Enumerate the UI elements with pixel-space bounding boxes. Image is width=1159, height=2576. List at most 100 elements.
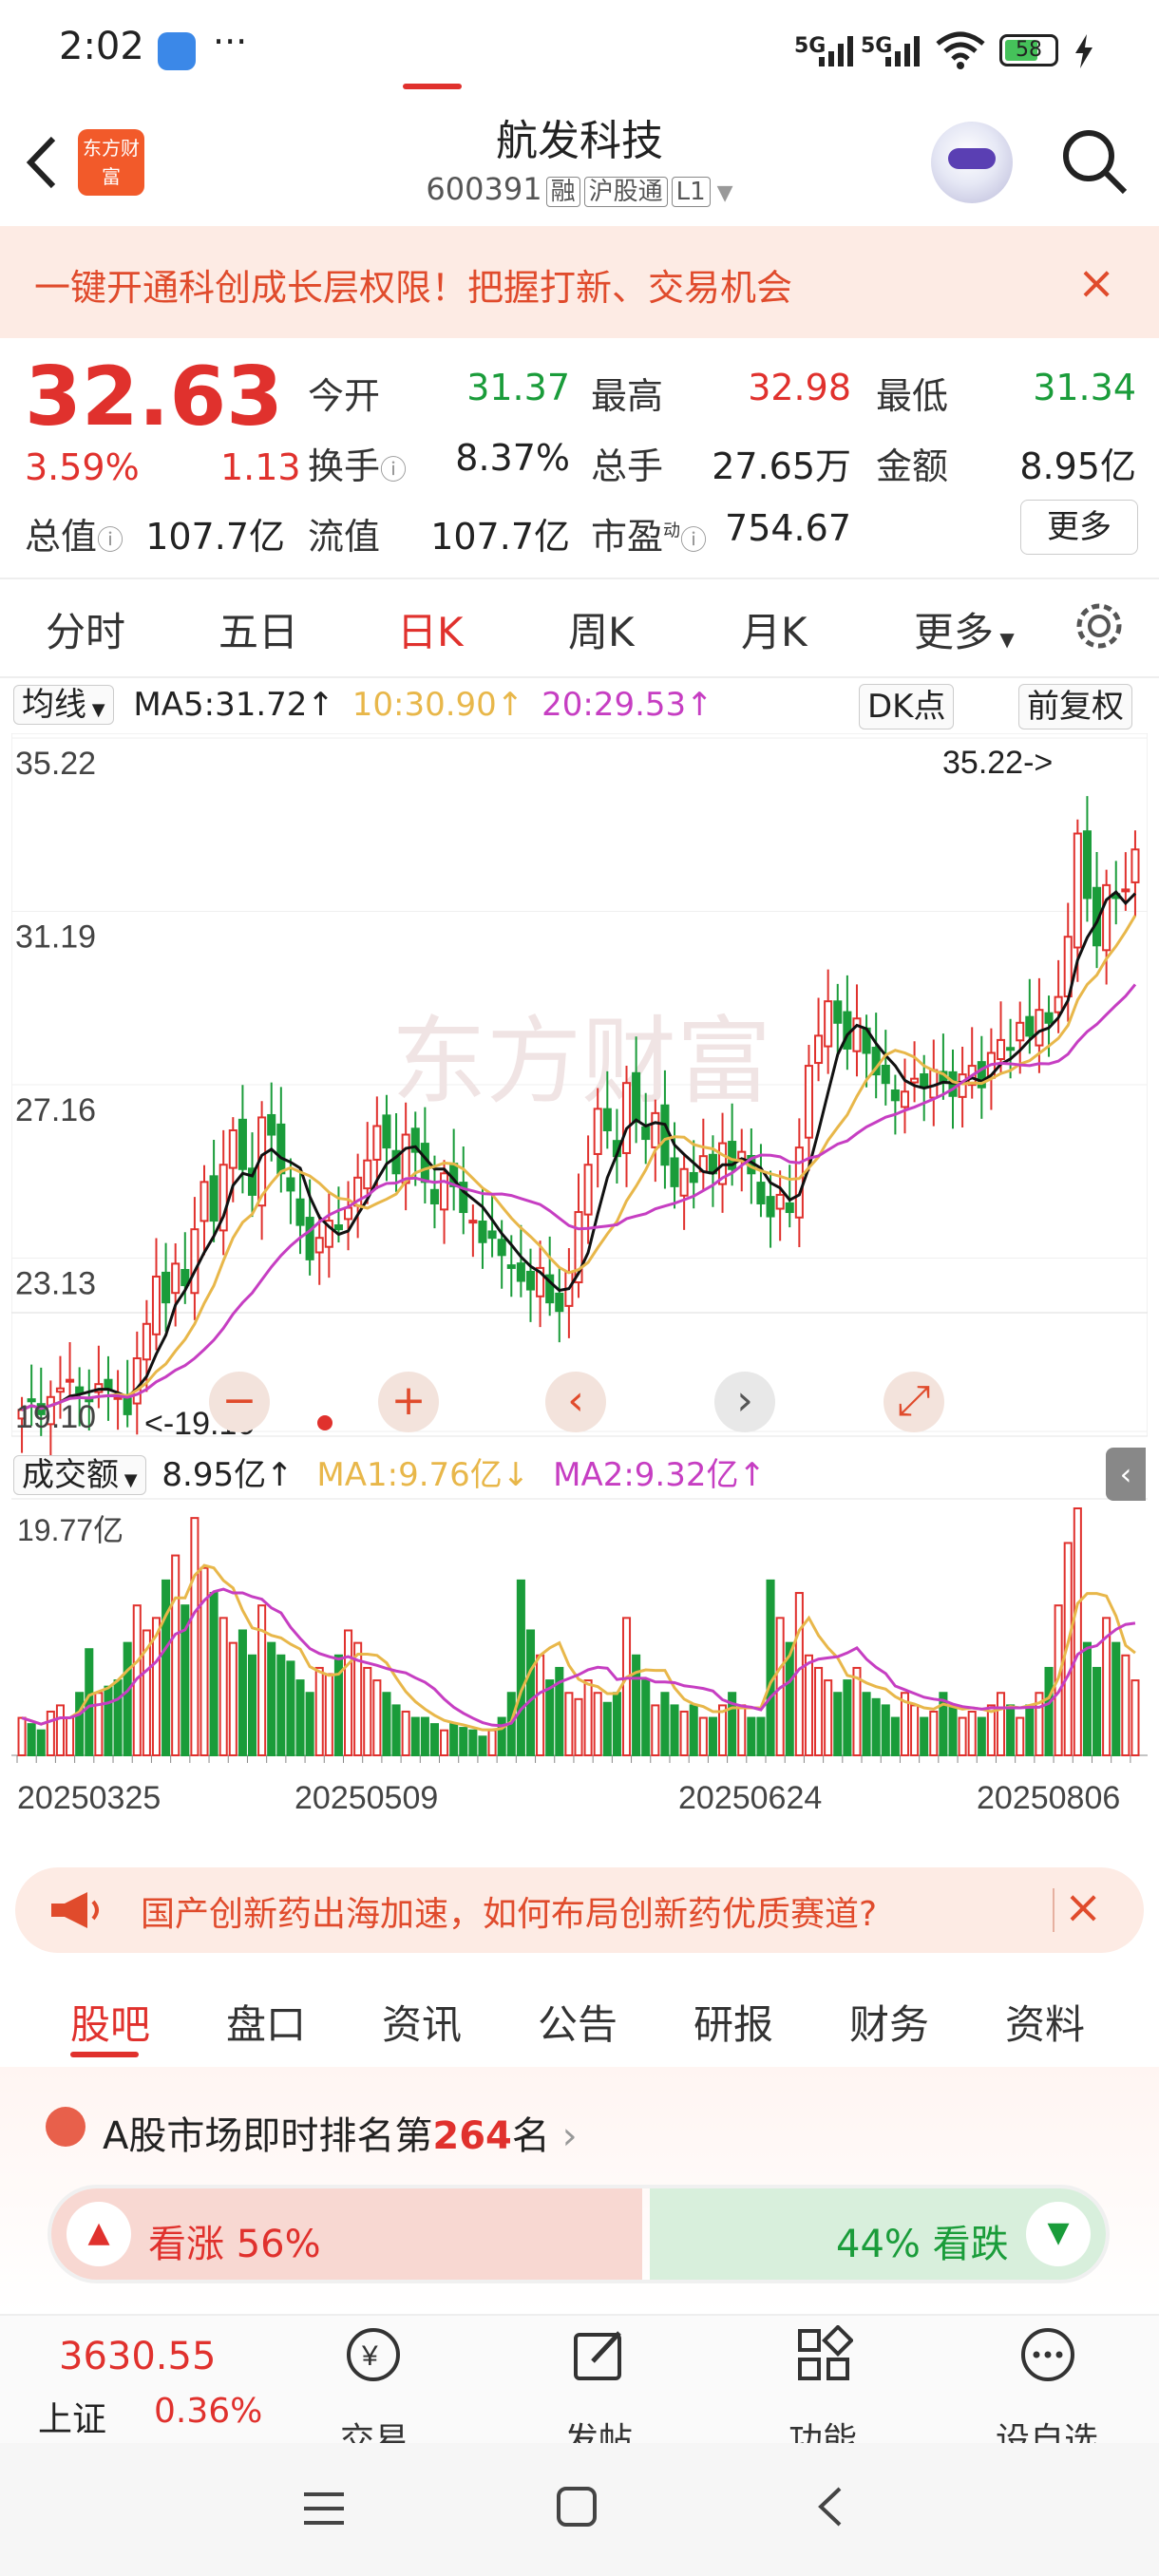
ma10-label: 10:30.90↑ <box>352 686 524 724</box>
candle <box>1035 1009 1044 1047</box>
menu-icon[interactable] <box>302 2487 346 2530</box>
candle <box>123 1397 132 1415</box>
search-icon[interactable] <box>1056 123 1132 199</box>
last-price: 32.63 <box>25 350 284 445</box>
app-notification-icon <box>158 32 196 70</box>
clock: 2:02 <box>59 25 144 68</box>
zoom-in-button[interactable]: + <box>378 1372 439 1432</box>
volume-bar <box>363 1666 372 1757</box>
bullish-button[interactable]: ▲ <box>66 2202 131 2266</box>
stock-code-row[interactable]: 600391 融沪股通 L1 ▼ <box>0 171 1159 207</box>
y-tick-label: 27.16 <box>15 1092 96 1128</box>
tab-monthly-k[interactable]: 月K <box>741 609 808 655</box>
candle <box>852 1017 862 1052</box>
app-logo[interactable]: 东方财富 <box>78 129 144 196</box>
volume-value: 8.95亿↑ <box>162 1456 294 1494</box>
promo-text[interactable]: 一键开通科创成长层权限！把握打新、交易机会 <box>34 267 793 309</box>
chart-icon <box>46 2107 86 2147</box>
bear-label: 44% 看跌 <box>836 2223 1009 2266</box>
candle <box>1082 830 1092 900</box>
index-change[interactable]: 0.36% <box>154 2392 263 2431</box>
candle <box>1044 1012 1054 1024</box>
scroll-left-button[interactable]: ‹ <box>545 1372 606 1432</box>
ranking-text[interactable]: A股市场即时排名第264名 › <box>103 2114 578 2158</box>
index-name[interactable]: 上证 <box>38 2400 107 2439</box>
candle <box>1073 832 1082 949</box>
candle <box>583 1164 593 1216</box>
zoom-out-button[interactable]: − <box>209 1372 270 1432</box>
margin-tag: 融 <box>545 177 580 207</box>
candle <box>651 1111 660 1148</box>
scroll-right-button[interactable]: › <box>714 1372 775 1432</box>
back-icon[interactable] <box>19 129 66 196</box>
volume-bar <box>929 1710 939 1757</box>
volume-bar <box>171 1554 180 1757</box>
tab-profile[interactable]: 资料 <box>1005 2001 1086 2048</box>
candle <box>420 1143 429 1184</box>
news-text[interactable]: 国产创新药出海加速，如何布局创新药优质赛道? <box>141 1895 878 1934</box>
volume-bar <box>1063 1542 1073 1757</box>
more-notifications: ··· <box>213 21 248 63</box>
tab-indicator <box>403 84 462 89</box>
home-icon[interactable] <box>555 2485 598 2529</box>
tab-weekly-k[interactable]: 周K <box>568 609 635 655</box>
adjust-button[interactable]: 前复权 <box>1018 684 1132 729</box>
mktcap-label[interactable]: 总值ⓘ <box>25 516 124 558</box>
candle <box>1016 1021 1025 1042</box>
turnover-label[interactable]: 换手ⓘ <box>308 445 408 487</box>
status-bar: 2:02 ··· 5G 5G 58 <box>0 0 1159 103</box>
pe-label[interactable]: 市盈动ⓘ <box>591 516 708 558</box>
volume-bar <box>295 1679 305 1757</box>
close-icon[interactable]: × <box>1077 256 1116 310</box>
candle <box>180 1269 190 1287</box>
assistant-avatar-icon[interactable] <box>931 122 1013 203</box>
turnover-value: 8.37% <box>455 437 570 479</box>
tab-intraday[interactable]: 分时 <box>46 609 126 655</box>
more-quote-button[interactable]: 更多 <box>1020 500 1138 555</box>
volume-bar <box>104 1685 113 1757</box>
tab-five-day[interactable]: 五日 <box>218 609 299 655</box>
back-nav-icon[interactable] <box>809 2485 853 2529</box>
tab-more[interactable]: 更多 ▼ <box>914 609 1015 655</box>
volume-bar <box>602 1701 612 1756</box>
fullscreen-button[interactable]: ⤢ <box>884 1372 944 1432</box>
candle <box>794 1146 804 1219</box>
candle <box>536 1266 545 1297</box>
volume-bar <box>142 1629 151 1756</box>
tab-daily-k[interactable]: 日K <box>397 609 464 655</box>
collapse-panel-button[interactable]: ‹ <box>1106 1448 1146 1501</box>
open-value: 31.37 <box>466 367 570 408</box>
candle <box>142 1322 151 1361</box>
volume-bar <box>862 1692 871 1756</box>
volume-bar <box>190 1517 200 1757</box>
volume-ma-line <box>21 1587 1136 1728</box>
news-banner[interactable]: 国产创新药出海加速，如何布局创新药优质赛道? × <box>15 1867 1144 1953</box>
settings-gear-icon[interactable] <box>1072 598 1127 653</box>
tab-forum[interactable]: 股吧 <box>70 2001 151 2048</box>
candle <box>459 1182 468 1214</box>
close-icon[interactable]: × <box>1064 1881 1103 1934</box>
ma-selector[interactable]: 均线 ▼ <box>13 685 114 725</box>
tab-research[interactable]: 研报 <box>694 2001 774 2048</box>
candle <box>151 1275 162 1335</box>
dk-button[interactable]: DK点 <box>859 684 955 729</box>
tab-announcements[interactable]: 公告 <box>538 2001 618 2048</box>
promo-banner[interactable]: 一键开通科创成长层权限！把握打新、交易机会 × <box>0 226 1159 338</box>
volume-bar <box>257 1604 267 1756</box>
candle <box>295 1198 305 1226</box>
tab-financials[interactable]: 财务 <box>849 2001 930 2048</box>
tab-news[interactable]: 资讯 <box>382 2001 463 2048</box>
volume-bar <box>314 1666 324 1757</box>
volume-bar <box>593 1692 602 1756</box>
ma5-label: MA5:31.72↑ <box>133 686 334 724</box>
bearish-button[interactable]: ▼ <box>1026 2202 1091 2266</box>
candle <box>478 1221 487 1243</box>
volume-bar <box>440 1729 449 1756</box>
volume-bar <box>267 1641 276 1757</box>
tab-orderbook[interactable]: 盘口 <box>226 2001 307 2048</box>
volume-bar <box>871 1697 881 1756</box>
info-icon: ⓘ <box>680 524 708 556</box>
volume-selector[interactable]: 成交额 ▼ <box>13 1455 146 1495</box>
index-value[interactable]: 3630.55 <box>59 2335 217 2378</box>
